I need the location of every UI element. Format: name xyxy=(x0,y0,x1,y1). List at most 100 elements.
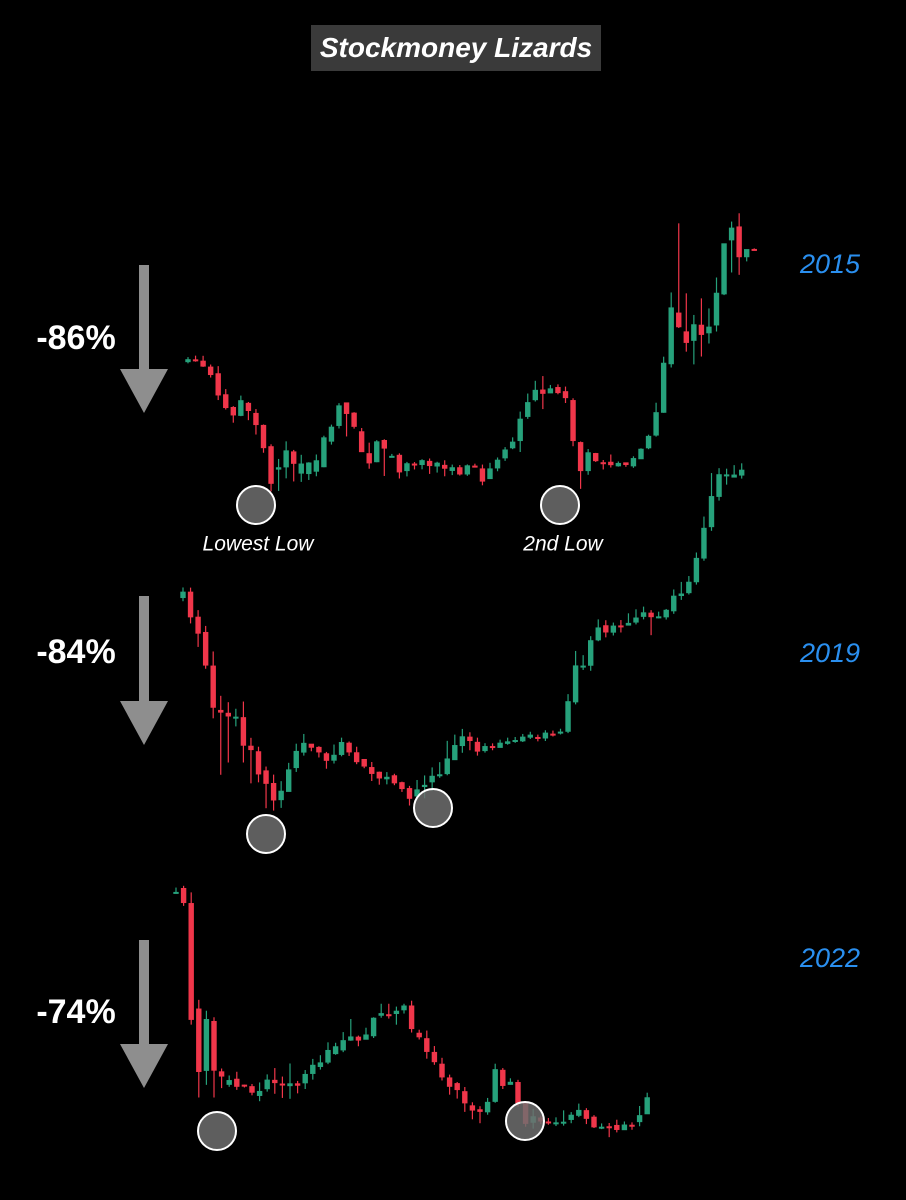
candle-body xyxy=(621,1124,628,1131)
candle-body xyxy=(577,442,584,472)
candle-body xyxy=(272,1079,278,1084)
candle-body xyxy=(343,402,350,414)
candle-body xyxy=(278,790,284,801)
candle-body xyxy=(336,405,342,426)
down-arrow-icon xyxy=(120,265,168,413)
candle-body xyxy=(615,462,622,467)
candle-body xyxy=(630,458,637,467)
candle-body xyxy=(396,454,403,473)
candle-body xyxy=(701,527,707,559)
candle-body xyxy=(340,1040,346,1051)
candle-body xyxy=(713,292,720,326)
candle-body xyxy=(446,1077,453,1087)
year-label: 2022 xyxy=(799,943,860,973)
candle-body xyxy=(623,462,629,466)
candle-body xyxy=(614,1124,620,1130)
candle-body xyxy=(467,736,473,742)
candle-body xyxy=(302,1073,308,1084)
candle-body xyxy=(366,453,372,464)
candle-body xyxy=(241,1084,248,1087)
candle-body xyxy=(600,462,606,465)
candle-body xyxy=(462,1091,468,1104)
candle-body xyxy=(256,1090,263,1096)
candle-body xyxy=(728,227,735,241)
candle-body xyxy=(668,307,674,365)
candle-body xyxy=(610,625,617,633)
year-label: 2015 xyxy=(799,249,861,279)
candle-body xyxy=(249,1086,255,1093)
candle-body xyxy=(437,774,443,777)
candle-body xyxy=(591,1116,597,1128)
low-marker xyxy=(236,485,276,525)
candle-body xyxy=(515,1082,521,1104)
low-marker xyxy=(540,485,580,525)
candle-body xyxy=(215,373,221,396)
candle-body xyxy=(655,616,662,619)
candle-body xyxy=(406,788,413,799)
candle-body xyxy=(351,412,357,427)
candle-body xyxy=(547,388,554,394)
candle-body xyxy=(321,437,327,468)
down-arrow-icon xyxy=(120,596,168,745)
candle-body xyxy=(618,625,624,628)
candle-body xyxy=(557,731,564,734)
candle-body xyxy=(731,474,737,478)
candle-body xyxy=(484,1101,491,1113)
candle-body xyxy=(408,1005,415,1030)
candle-body xyxy=(676,312,682,328)
candle-body xyxy=(195,616,201,634)
candle-body xyxy=(386,1014,392,1017)
candle-body xyxy=(301,742,307,753)
candle-body xyxy=(293,750,299,769)
low-marker xyxy=(505,1101,545,1141)
candle-body xyxy=(294,1083,301,1086)
candle-body xyxy=(570,400,576,442)
candle-body xyxy=(245,402,252,411)
candle-body xyxy=(678,593,684,597)
candle-body xyxy=(500,1069,506,1086)
candle-body xyxy=(381,440,387,449)
candle-body xyxy=(640,612,647,617)
candlestick-series xyxy=(173,213,757,1138)
candle-body xyxy=(202,631,209,666)
candle-body xyxy=(275,467,282,470)
year-label: 2019 xyxy=(799,638,860,668)
candle-body xyxy=(580,665,586,668)
drawdown-label: -74% xyxy=(36,993,115,1031)
candle-body xyxy=(424,1038,430,1052)
candle-body xyxy=(535,736,541,739)
candle-body xyxy=(565,701,571,732)
candle-body xyxy=(384,776,390,780)
candle-body xyxy=(585,452,591,472)
candle-body xyxy=(708,496,715,528)
candle-body xyxy=(374,441,380,463)
candle-body xyxy=(583,1110,590,1119)
candle-body xyxy=(645,435,652,449)
candle-body xyxy=(625,622,632,626)
series-2019 xyxy=(180,463,745,811)
candle-body xyxy=(313,460,320,472)
candle-body xyxy=(286,769,292,792)
candle-body xyxy=(507,1081,514,1085)
candle-body xyxy=(444,758,450,775)
candle-body xyxy=(494,459,501,469)
candle-body xyxy=(358,431,365,453)
candle-body xyxy=(520,736,526,742)
candle-body xyxy=(588,640,594,666)
candle-body xyxy=(698,324,705,335)
candle-body xyxy=(230,407,236,416)
candle-body xyxy=(721,243,727,295)
candle-body xyxy=(225,712,231,717)
candle-body xyxy=(233,716,239,719)
candle-body xyxy=(268,446,274,484)
candle-body xyxy=(540,389,546,394)
candle-body xyxy=(306,462,312,475)
candle-body xyxy=(353,752,360,763)
candle-body xyxy=(218,709,224,713)
candle-body xyxy=(603,625,609,633)
candle-body xyxy=(429,775,435,783)
candle-body xyxy=(210,665,216,708)
candle-body xyxy=(316,746,322,753)
candle-body xyxy=(638,448,644,460)
